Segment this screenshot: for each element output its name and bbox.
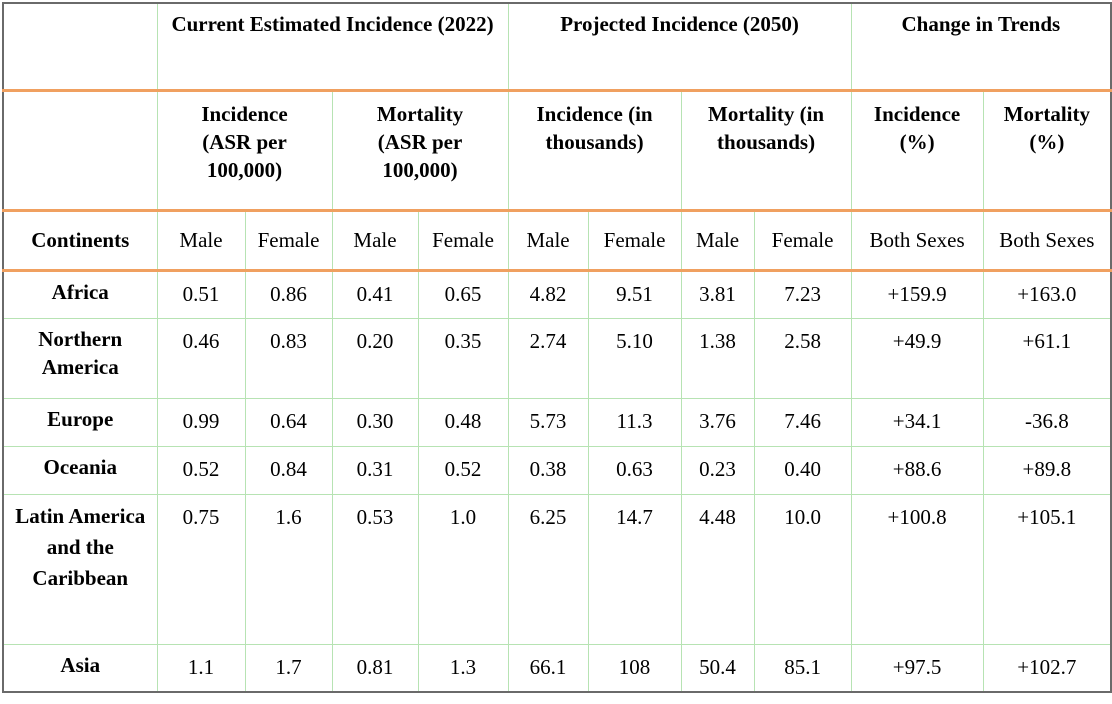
cell: 1.0 <box>417 493 509 645</box>
cell: 4.82 <box>507 269 589 319</box>
table-row: Asia 1.1 1.7 0.81 1.3 66.1 108 50.4 85.1… <box>2 643 1112 693</box>
cell: 0.83 <box>244 317 333 399</box>
header-female: Female <box>244 209 333 272</box>
cell: +163.0 <box>982 269 1112 319</box>
table-row: Africa 0.51 0.86 0.41 0.65 4.82 9.51 3.8… <box>2 269 1112 319</box>
cell: +61.1 <box>982 317 1112 399</box>
header-group-current: Current Estimated Incidence (2022) <box>156 2 509 92</box>
header-group-projected: Projected Incidence (2050) <box>507 2 852 92</box>
cell: 2.58 <box>753 317 852 399</box>
cell: 1.6 <box>244 493 333 645</box>
cell: 0.48 <box>417 397 509 447</box>
cell: 0.38 <box>507 445 589 495</box>
cell: 0.30 <box>331 397 419 447</box>
continent-label: Europe <box>2 397 158 447</box>
cell: 0.35 <box>417 317 509 399</box>
cell: 0.53 <box>331 493 419 645</box>
cell: 0.86 <box>244 269 333 319</box>
cell: 0.52 <box>417 445 509 495</box>
cell: +159.9 <box>850 269 984 319</box>
cell: 4.48 <box>680 493 755 645</box>
cell: 0.31 <box>331 445 419 495</box>
cell: 0.65 <box>417 269 509 319</box>
header-both-sexes: Both Sexes <box>850 209 984 272</box>
cell: +88.6 <box>850 445 984 495</box>
cell: 1.3 <box>417 643 509 693</box>
cell: 108 <box>587 643 682 693</box>
cell: 9.51 <box>587 269 682 319</box>
cell: +100.8 <box>850 493 984 645</box>
cell: 0.75 <box>156 493 246 645</box>
corner-cell-2 <box>2 89 158 212</box>
cell: +34.1 <box>850 397 984 447</box>
cell: 5.73 <box>507 397 589 447</box>
header-male: Male <box>507 209 589 272</box>
header-both-sexes: Both Sexes <box>982 209 1112 272</box>
cell: 14.7 <box>587 493 682 645</box>
cell: 66.1 <box>507 643 589 693</box>
cell: +97.5 <box>850 643 984 693</box>
header-female: Female <box>417 209 509 272</box>
header-incidence-asr: Incidence (ASR per 100,000) <box>156 89 333 212</box>
header-male: Male <box>680 209 755 272</box>
header-mortality-asr: Mortality (ASR per 100,000) <box>331 89 509 212</box>
header-continents: Continents <box>2 209 158 272</box>
cell: 2.74 <box>507 317 589 399</box>
cell: 0.46 <box>156 317 246 399</box>
table-row: Latin America and the Caribbean 0.75 1.6… <box>2 493 1112 645</box>
cell: 3.76 <box>680 397 755 447</box>
cell: 6.25 <box>507 493 589 645</box>
table-row: Northern America 0.46 0.83 0.20 0.35 2.7… <box>2 317 1112 399</box>
cell: -36.8 <box>982 397 1112 447</box>
cell: +89.8 <box>982 445 1112 495</box>
table-row: Oceania 0.52 0.84 0.31 0.52 0.38 0.63 0.… <box>2 445 1112 495</box>
cell: 50.4 <box>680 643 755 693</box>
cell: 7.23 <box>753 269 852 319</box>
cell: 0.81 <box>331 643 419 693</box>
cell: +105.1 <box>982 493 1112 645</box>
continent-label: Latin America and the Caribbean <box>2 493 158 645</box>
continent-label: Africa <box>2 269 158 319</box>
cell: 0.99 <box>156 397 246 447</box>
cell: +49.9 <box>850 317 984 399</box>
header-mortality-pct: Mortality (%) <box>982 89 1112 212</box>
incidence-table: Current Estimated Incidence (2022) Proje… <box>2 2 1112 693</box>
cell: 1.1 <box>156 643 246 693</box>
cell: 0.40 <box>753 445 852 495</box>
header-female: Female <box>753 209 852 272</box>
cell: 11.3 <box>587 397 682 447</box>
cell: 0.41 <box>331 269 419 319</box>
cell: 0.64 <box>244 397 333 447</box>
header-incidence-thousands: Incidence (in thousands) <box>507 89 682 212</box>
corner-cell <box>2 2 158 92</box>
cell: 0.63 <box>587 445 682 495</box>
table-row: Europe 0.99 0.64 0.30 0.48 5.73 11.3 3.7… <box>2 397 1112 447</box>
cell: 3.81 <box>680 269 755 319</box>
cell: 0.52 <box>156 445 246 495</box>
cell: 5.10 <box>587 317 682 399</box>
header-male: Male <box>331 209 419 272</box>
cell: 1.7 <box>244 643 333 693</box>
cell: 0.20 <box>331 317 419 399</box>
header-female: Female <box>587 209 682 272</box>
cell: 0.84 <box>244 445 333 495</box>
cell: 10.0 <box>753 493 852 645</box>
cell: 85.1 <box>753 643 852 693</box>
cell: 1.38 <box>680 317 755 399</box>
header-mortality-thousands: Mortality (in thousands) <box>680 89 852 212</box>
continent-label: Oceania <box>2 445 158 495</box>
header-group-change: Change in Trends <box>850 2 1112 92</box>
cell: 7.46 <box>753 397 852 447</box>
continent-label: Asia <box>2 643 158 693</box>
cell: 0.51 <box>156 269 246 319</box>
header-incidence-pct: Incidence (%) <box>850 89 984 212</box>
header-male: Male <box>156 209 246 272</box>
cell: +102.7 <box>982 643 1112 693</box>
cell: 0.23 <box>680 445 755 495</box>
continent-label: Northern America <box>2 317 158 399</box>
